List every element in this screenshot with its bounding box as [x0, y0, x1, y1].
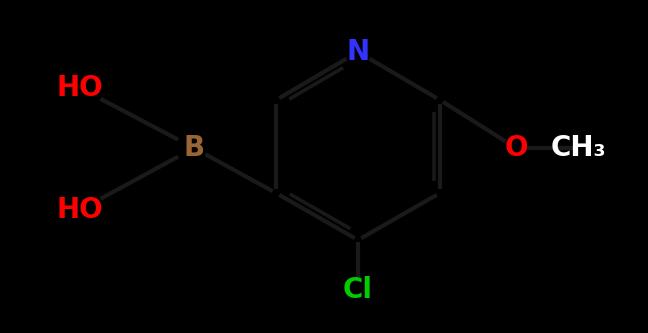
Text: O: O — [504, 134, 527, 162]
Text: HO: HO — [56, 74, 103, 102]
Text: B: B — [183, 134, 205, 162]
Text: CH₃: CH₃ — [550, 134, 606, 162]
Text: Cl: Cl — [343, 276, 373, 304]
Text: HO: HO — [56, 196, 103, 224]
Text: N: N — [347, 38, 369, 66]
